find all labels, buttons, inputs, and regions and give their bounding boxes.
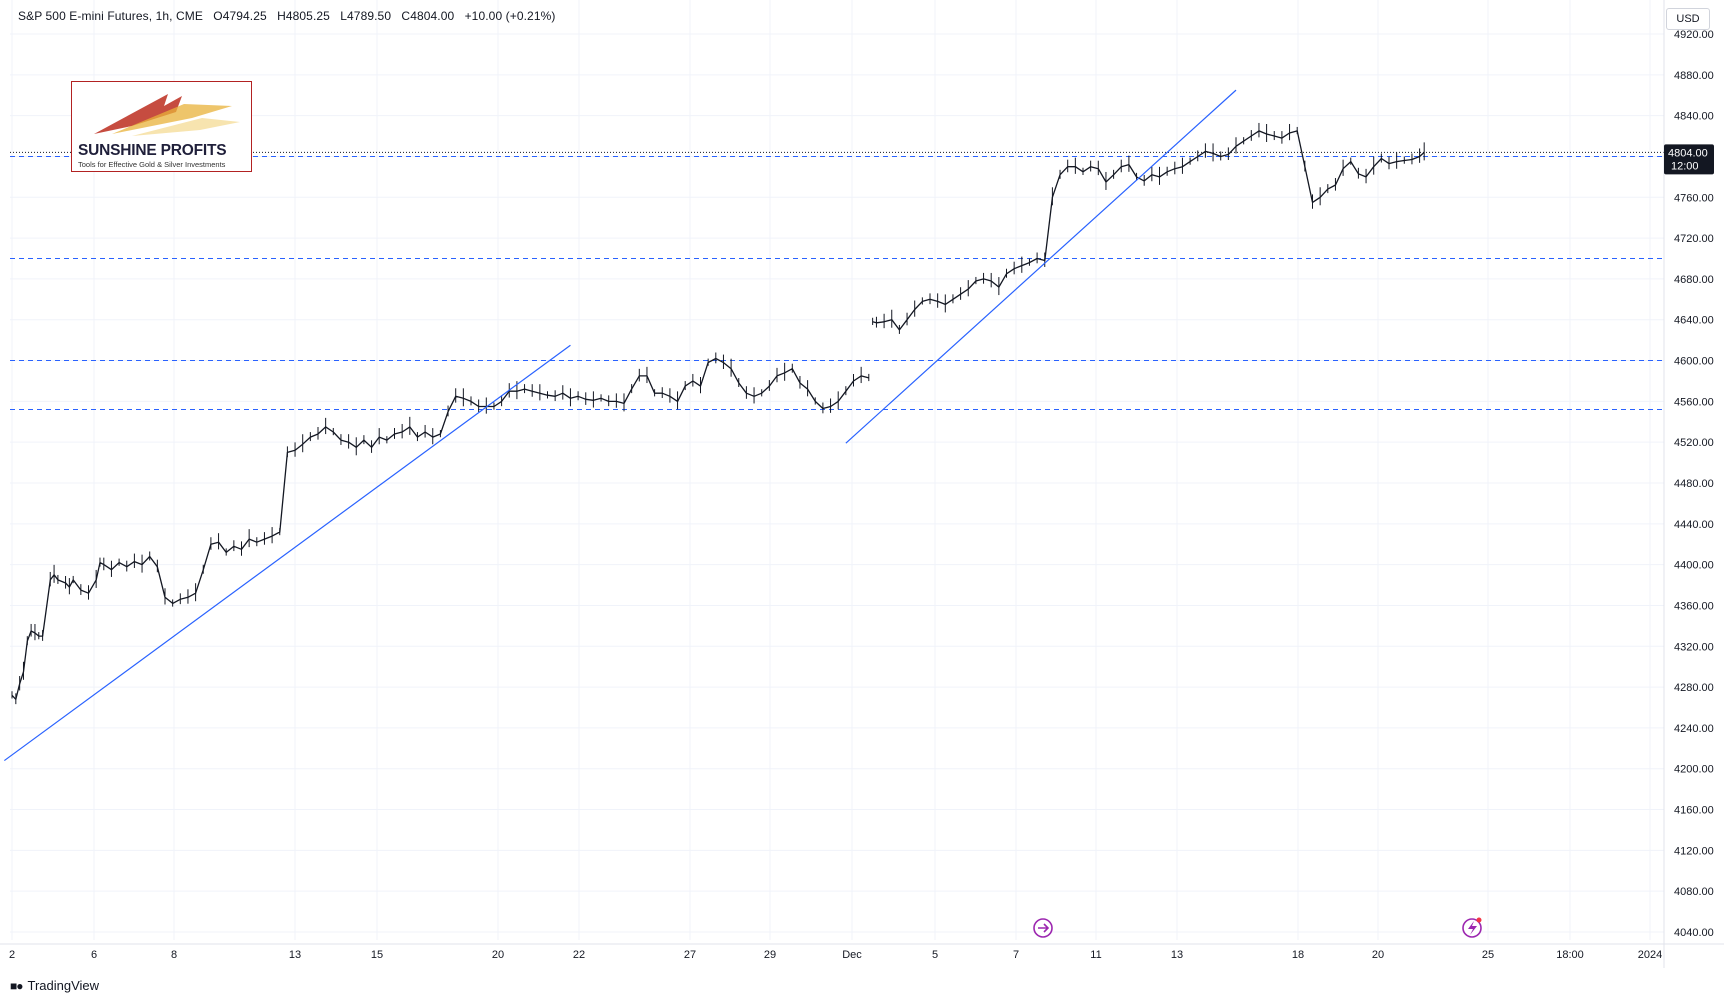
price-line-1 [872,130,1425,331]
y-tick-label: 4560.00 [1674,396,1714,408]
symbol-title[interactable]: S&P 500 E-mini Futures, 1h, CME [18,9,203,23]
chart-legend: S&P 500 E-mini Futures, 1h, CME O4794.25… [18,9,555,23]
ohlc-change: +10.00 (+0.21%) [464,9,556,23]
last-price-badge [1664,144,1714,175]
last-price-value: 4804.00 [1668,147,1708,159]
x-tick-label: 20 [1372,949,1384,961]
ohlc-low: L4789.50 [340,9,392,23]
x-tick-label: 6 [91,949,97,961]
y-tick-label: 4720.00 [1674,233,1714,245]
y-tick-label: 4760.00 [1674,192,1714,204]
price-series [11,122,1425,705]
y-tick-label: 4120.00 [1674,845,1714,857]
ohlc-close: C4804.00 [401,9,455,23]
x-tick-label: 13 [1171,949,1183,961]
x-tick-label: 2 [9,949,15,961]
y-tick-label: 4360.00 [1674,600,1714,612]
x-tick-label: 20 [492,949,504,961]
y-tick-label: 4640.00 [1674,315,1714,327]
tradingview-brand: TradingView [27,978,100,993]
event-markers [1033,917,1482,938]
price-line-0 [11,357,869,700]
y-tick-label: 4280.00 [1674,682,1714,694]
trendlines [3,89,1237,762]
x-tick-label: 5 [932,949,938,961]
y-tick-label: 4400.00 [1674,560,1714,572]
y-tick-label: 4160.00 [1674,805,1714,817]
x-tick-label: Dec [842,949,862,961]
last-price-time: 12:00 [1671,160,1699,172]
x-tick-label: 18 [1292,949,1304,961]
y-tick-label: 4520.00 [1674,437,1714,449]
y-tick-label: 4440.00 [1674,519,1714,531]
logo-swoosh-icon [94,94,240,136]
logo-subtitle: Tools for Effective Gold & Silver Invest… [78,160,226,169]
x-tick-label: 7 [1013,949,1019,961]
x-tick-label: 22 [573,949,585,961]
axes: 4040.00 4080.00 4120.00 4160.00 4200.00 4240.… [0,0,1724,968]
x-tick-label: 8 [171,949,177,961]
y-tick-label: 4480.00 [1674,478,1714,490]
trendline-0 [3,344,571,762]
ohlc-open: O4794.25 [213,9,267,23]
tradingview-logo-icon: ■● [10,978,23,993]
x-tick-label: 18:00 [1556,949,1584,961]
y-tick-label: 4840.00 [1674,111,1714,123]
y-tick-label: 4320.00 [1674,641,1714,653]
x-tick-label: 25 [1482,949,1494,961]
currency-selector[interactable]: USD [1666,8,1710,30]
y-tick-label: 4200.00 [1674,764,1714,776]
y-tick-label: 4080.00 [1674,886,1714,898]
tradingview-footer[interactable]: ■● TradingView [10,978,99,993]
x-tick-label: 13 [289,949,301,961]
horizontal-levels [10,151,1664,411]
x-tick-label: 11 [1090,949,1101,961]
ohlc-high: H4805.25 [277,9,330,23]
y-tick-label: 4040.00 [1674,927,1714,939]
y-tick-label: 4880.00 [1674,70,1714,82]
logo-title: SUNSHINE PROFITS [78,142,227,159]
sunshine-profits-logo: SUNSHINE PROFITS Tools for Effective Gol… [71,81,252,172]
x-tick-label: 15 [371,949,383,961]
y-tick-label: 4240.00 [1674,723,1714,735]
y-tick-label: 4600.00 [1674,356,1714,368]
x-tick-label: 2024 [1638,949,1662,961]
event-arrow-icon [1033,918,1053,938]
x-tick-label: 27 [684,949,696,961]
x-tick-label: 29 [764,949,776,961]
y-tick-label: 4680.00 [1674,274,1714,286]
trendline-1 [845,89,1237,444]
grid [10,0,1664,940]
y-tick-label: 4920.00 [1674,29,1714,41]
event-lightning-icon [1462,917,1482,938]
